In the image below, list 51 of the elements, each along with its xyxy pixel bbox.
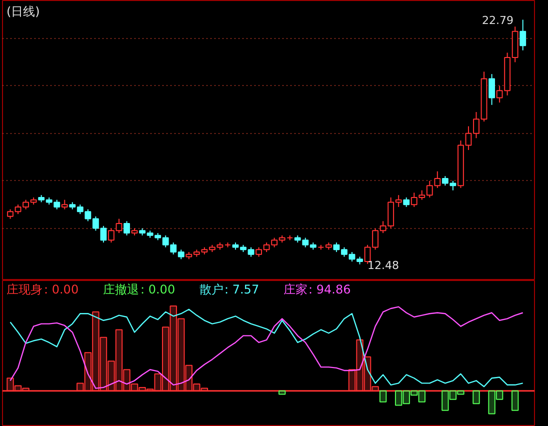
text: 庄现身 xyxy=(6,282,42,296)
bar xyxy=(6,378,14,392)
bar xyxy=(418,390,426,402)
bar xyxy=(488,390,496,414)
bar xyxy=(511,390,519,411)
chart-title: (日线) xyxy=(6,4,40,18)
bar xyxy=(123,369,130,392)
series-label: 庄家 xyxy=(284,282,308,296)
bar xyxy=(372,386,379,392)
candlestick xyxy=(403,196,410,208)
bar xyxy=(162,326,170,392)
bar xyxy=(100,336,108,392)
bar xyxy=(193,384,200,392)
bar xyxy=(185,364,192,392)
bar xyxy=(356,339,364,392)
bar xyxy=(457,390,464,395)
bar xyxy=(410,390,418,396)
bar xyxy=(138,386,146,392)
text: 庄撤退 xyxy=(103,282,139,296)
bar xyxy=(14,385,22,392)
bar xyxy=(278,390,286,395)
bar xyxy=(449,390,457,400)
series-label: 散户 xyxy=(200,282,224,296)
annotation: 12.48 xyxy=(368,258,400,272)
bar xyxy=(496,390,504,400)
text: : 0.00 xyxy=(140,282,176,296)
candlestick xyxy=(520,19,526,51)
candlestick xyxy=(61,199,68,210)
candlestick xyxy=(124,220,130,236)
annotation: 22.79 xyxy=(482,14,514,28)
bar xyxy=(22,388,30,392)
bar xyxy=(92,311,100,392)
bar xyxy=(170,305,177,392)
bar xyxy=(402,390,410,404)
bar xyxy=(108,360,115,392)
bar xyxy=(394,390,402,406)
text: : 94.86 xyxy=(308,282,351,296)
text: : 7.57 xyxy=(224,282,260,296)
bar xyxy=(76,382,84,392)
bar xyxy=(130,384,138,392)
text: : 0.00 xyxy=(44,282,79,296)
bar xyxy=(472,390,480,404)
bar xyxy=(115,329,123,392)
bar xyxy=(348,369,356,392)
bar xyxy=(442,390,449,411)
bar xyxy=(200,388,208,392)
bar xyxy=(178,318,185,392)
candlestick xyxy=(488,74,496,106)
bar xyxy=(154,373,162,392)
bar xyxy=(379,390,387,402)
bar xyxy=(84,352,92,392)
